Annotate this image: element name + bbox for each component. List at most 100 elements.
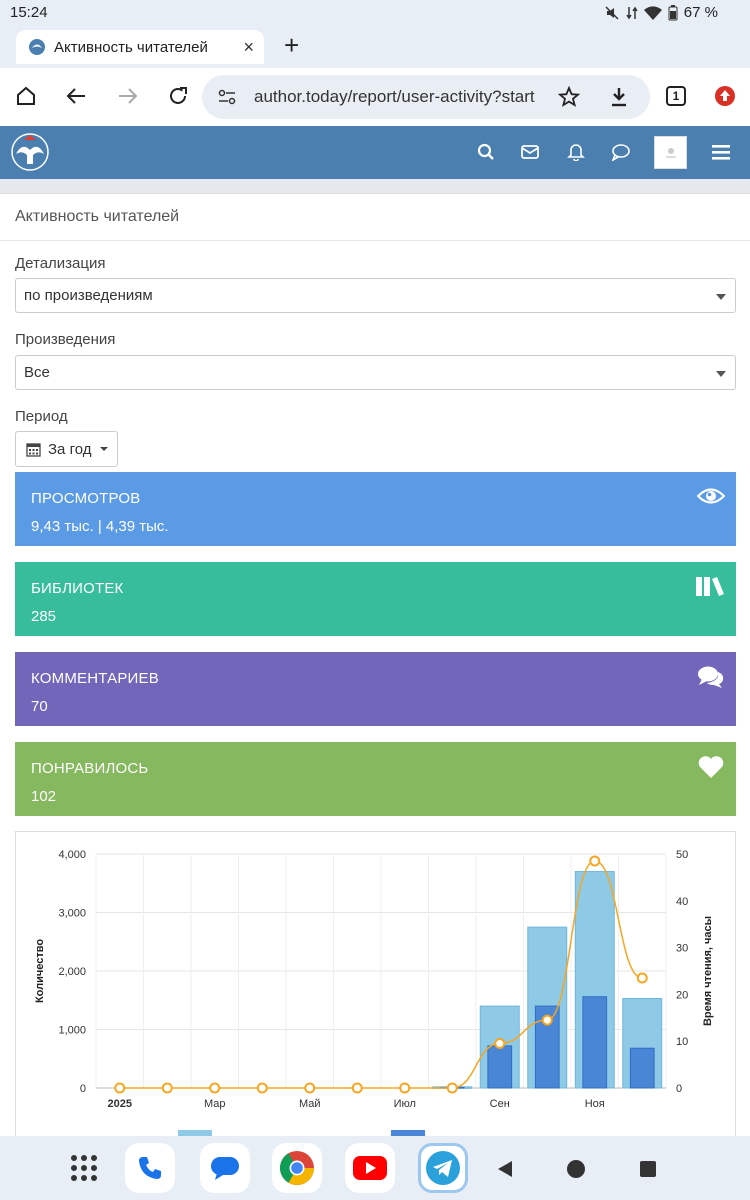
heart-icon <box>698 756 724 778</box>
reading-time-point <box>114 1082 126 1094</box>
reading-time-point <box>541 1014 553 1026</box>
youtube-icon <box>353 1156 387 1180</box>
back-button[interactable] <box>62 82 90 110</box>
comments-icon <box>698 666 724 688</box>
views-stat: ПРОСМОТРОВ 9,43 тыс. | 4,39 тыс. <box>15 472 736 546</box>
system-nav-bar <box>0 1136 750 1200</box>
site-logo[interactable] <box>10 132 50 172</box>
new-tab-button[interactable]: + <box>284 30 300 60</box>
comments-stat-value: 70 <box>31 698 48 715</box>
legend-swatch-total <box>178 1130 212 1138</box>
legend-swatch-unique <box>391 1130 425 1138</box>
x-tick-label: Мар <box>204 1098 226 1110</box>
site-header <box>0 126 750 179</box>
works-select-value: Все <box>24 364 50 381</box>
recents-nav-icon[interactable] <box>640 1161 656 1177</box>
reading-time-point <box>494 1038 506 1050</box>
y-tick-label: 0 <box>80 1083 86 1095</box>
tab-title: Активность читателей <box>54 38 208 56</box>
avatar[interactable] <box>654 136 687 169</box>
reload-button[interactable] <box>164 82 192 110</box>
calendar-icon <box>26 442 41 457</box>
status-time: 15:24 <box>10 4 48 21</box>
chrome-icon <box>280 1151 314 1185</box>
y-tick-label: 3,000 <box>58 908 86 920</box>
period-value: За год <box>48 440 92 458</box>
detail-select[interactable]: по произведениям <box>15 278 736 313</box>
chrome-app[interactable] <box>272 1143 322 1193</box>
libraries-stat-value: 285 <box>31 608 57 625</box>
messages-icon <box>211 1157 239 1180</box>
youtube-app[interactable] <box>345 1143 395 1193</box>
mail-icon[interactable] <box>521 144 539 160</box>
reading-time-point <box>161 1082 173 1094</box>
address-bar[interactable]: author.today/report/user-activity?start <box>202 75 650 119</box>
back-nav-icon[interactable] <box>496 1160 514 1178</box>
period-dropdown-button[interactable]: За год <box>15 431 118 467</box>
y-tick-label: 4,000 <box>58 849 86 861</box>
page-title: Активность читателей <box>15 208 180 225</box>
y2-tick-label: 0 <box>676 1083 682 1095</box>
reading-time-point <box>209 1082 221 1094</box>
home-button[interactable] <box>12 82 40 110</box>
reading-time-point <box>351 1082 363 1094</box>
arrow-right-icon <box>119 88 138 104</box>
chevron-down-icon <box>716 371 726 377</box>
caret-icon <box>100 447 109 451</box>
reading-time-point <box>636 972 648 984</box>
tab-close-icon[interactable]: × <box>243 37 254 57</box>
home-nav-icon[interactable] <box>567 1160 585 1178</box>
chat-icon[interactable] <box>611 143 631 161</box>
works-label: Произведения <box>15 331 116 348</box>
x-tick-label: Май <box>299 1098 321 1110</box>
battery-icon <box>668 4 678 20</box>
likes-stat-value: 102 <box>31 788 57 805</box>
arrow-left-icon <box>66 88 85 104</box>
telegram-icon <box>426 1151 460 1185</box>
bell-icon[interactable] <box>567 142 585 161</box>
works-select[interactable]: Все <box>15 355 736 390</box>
activity-chart: 4,000 3,000 2,000 1,000 0 50 40 30 20 10 0 2025 Мар М… <box>15 831 736 1200</box>
y-axis-title: Количество <box>34 939 46 1003</box>
browser-tab[interactable]: Активность читателей × <box>16 30 264 64</box>
y2-axis-title: Время чтения, часы <box>702 916 714 1026</box>
divider <box>0 240 750 241</box>
detail-label: Детализация <box>15 255 106 272</box>
x-tick-label: 2025 <box>108 1098 132 1110</box>
update-icon <box>715 86 735 106</box>
download-icon[interactable] <box>608 86 630 108</box>
phone-app[interactable] <box>125 1143 175 1193</box>
messages-app[interactable] <box>200 1143 250 1193</box>
chevron-down-icon <box>716 294 726 300</box>
tab-switcher-button[interactable]: 1 <box>662 82 690 110</box>
period-label: Период <box>15 408 68 425</box>
telegram-app[interactable] <box>418 1143 468 1193</box>
y2-tick-label: 20 <box>676 989 688 1001</box>
bar-unique <box>534 1005 560 1089</box>
y2-tick-label: 30 <box>676 943 688 955</box>
menu-icon[interactable] <box>711 143 731 161</box>
likes-stat-label: ПОНРАВИЛОСЬ <box>31 760 149 777</box>
forward-button[interactable] <box>114 82 142 110</box>
battery-level: 67 % <box>683 4 718 21</box>
x-tick-label: Ноя <box>585 1098 605 1110</box>
y-tick-label: 2,000 <box>58 966 86 978</box>
search-icon[interactable] <box>477 143 495 161</box>
mute-icon <box>605 5 619 20</box>
likes-stat: ПОНРАВИЛОСЬ 102 <box>15 742 736 816</box>
y-tick-label: 1,000 <box>58 1025 86 1037</box>
url-text: author.today/report/user-activity?start <box>254 87 535 106</box>
y2-tick-label: 40 <box>676 896 688 908</box>
site-settings-icon[interactable] <box>218 88 236 106</box>
comments-stat: КОММЕНТАРИЕВ 70 <box>15 652 736 726</box>
reading-time-point <box>589 855 601 867</box>
views-stat-value: 9,43 тыс. | 4,39 тыс. <box>31 518 169 535</box>
reading-time-point <box>446 1082 458 1094</box>
update-button[interactable] <box>711 82 739 110</box>
libraries-stat-label: БИБЛИОТЕК <box>31 580 124 597</box>
app-drawer-icon[interactable] <box>70 1154 98 1182</box>
browser-toolbar: author.today/report/user-activity?start … <box>0 68 750 126</box>
home-icon <box>17 86 35 105</box>
bookmark-star-icon[interactable] <box>558 86 580 108</box>
detail-select-value: по произведениям <box>24 287 153 304</box>
